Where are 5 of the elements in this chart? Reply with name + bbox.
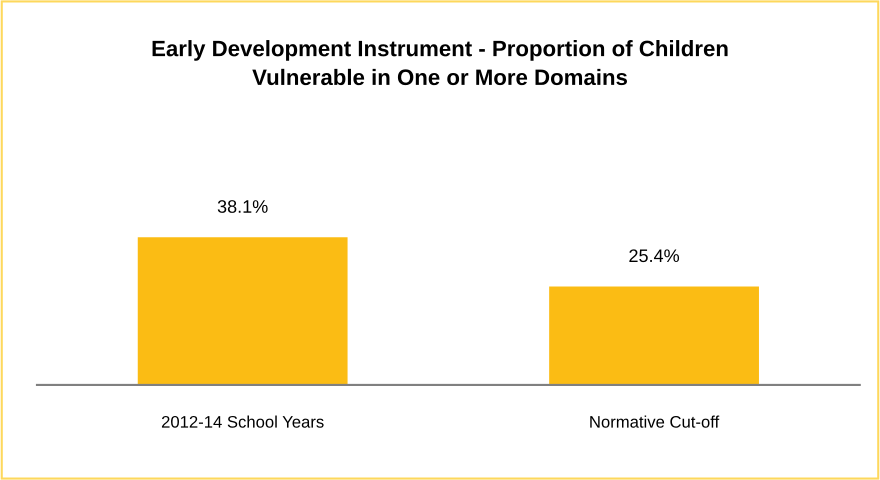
x-tick-label: 2012-14 School Years xyxy=(162,416,324,428)
data-label: 38.1% xyxy=(218,200,268,213)
chart-title: Early Development Instrument - Proportion of Children Vulnerable in One or More Domains xyxy=(152,40,728,86)
data-label: 25.4% xyxy=(629,249,680,262)
x-tick-label: Normative Cut-off xyxy=(590,416,720,428)
